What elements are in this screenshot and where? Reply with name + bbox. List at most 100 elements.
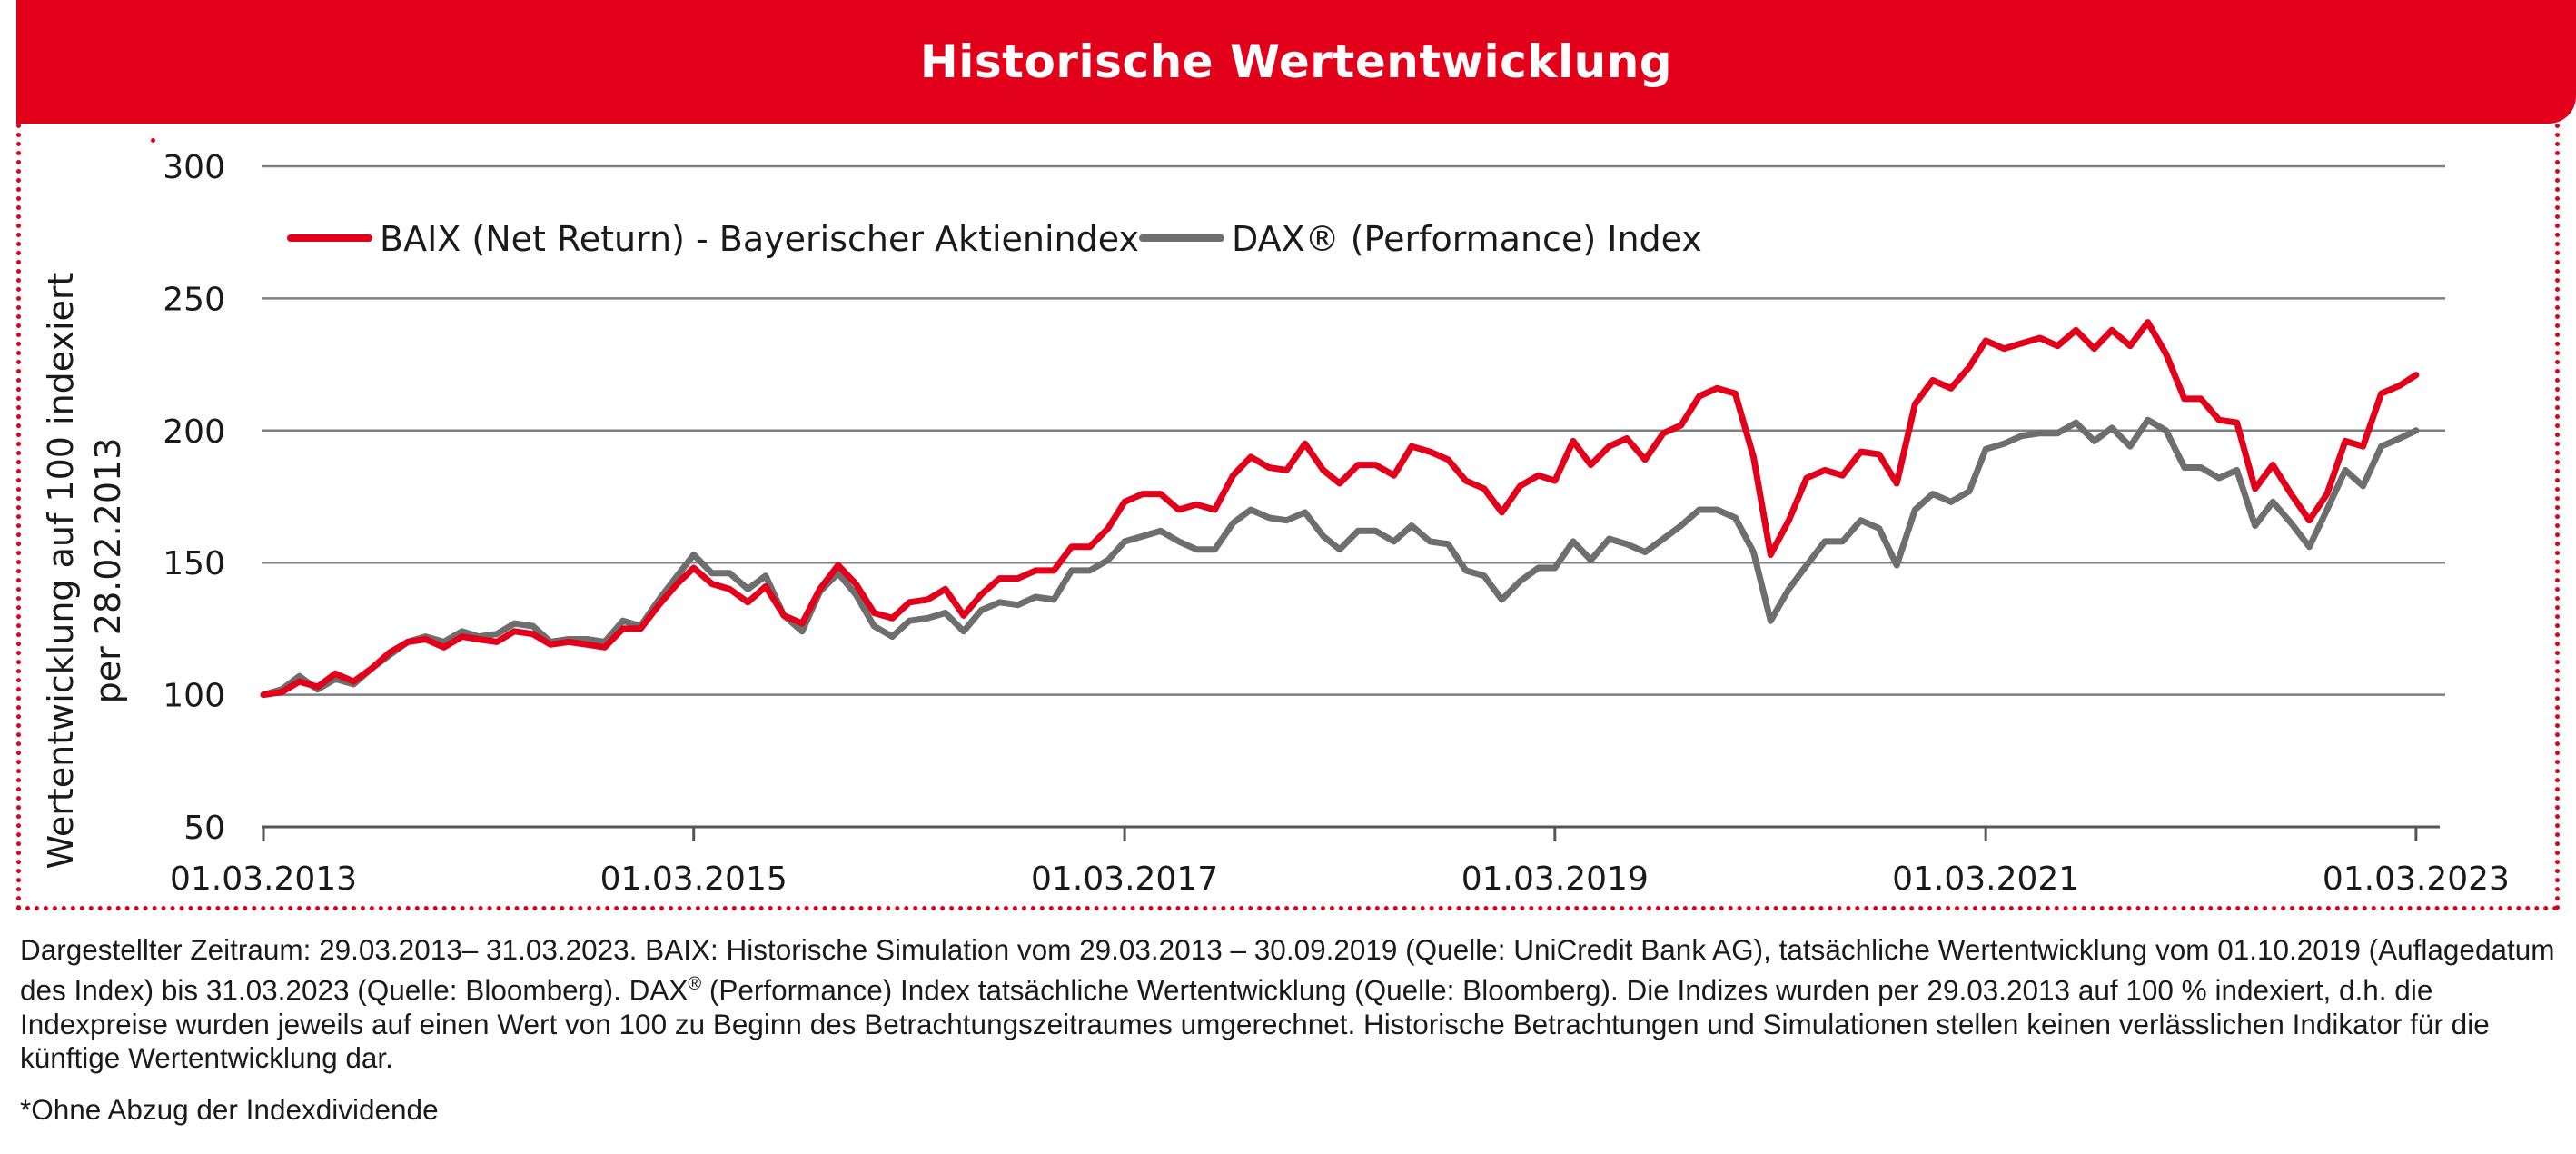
baix-point-2019-12-01	[1716, 387, 1718, 389]
baix-point-2015-07-01	[765, 585, 767, 587]
dax-point-2016-03-01	[908, 620, 910, 622]
baix-point-2013-08-01	[352, 681, 354, 682]
baix-point-2014-05-01	[513, 631, 515, 632]
baix-point-2023-03-01	[2415, 374, 2417, 376]
dax-point-2022-06-01	[2254, 525, 2256, 526]
baix-point-2017-01-01	[1089, 546, 1091, 548]
baix-point-2020-04-01	[1788, 520, 1789, 522]
baix-point-2021-11-01	[2129, 345, 2131, 347]
dax-point-2017-07-01	[1195, 549, 1197, 551]
dax-point-2019-09-01	[1662, 538, 1664, 540]
legend-label-dax: DAX® (Performance) Index	[1232, 219, 1702, 259]
dax-point-2020-08-01	[1860, 520, 1862, 522]
dax-point-2021-02-01	[1968, 491, 1970, 492]
baix-point-2021-07-01	[2056, 345, 2058, 347]
dax-point-2017-04-01	[1142, 535, 1144, 537]
dax-point-2017-02-01	[1107, 559, 1109, 561]
baix-point-2016-01-01	[873, 612, 875, 613]
baix-point-2019-08-01	[1644, 459, 1646, 461]
footnote: *Ohne Abzug der Indexdividende	[20, 1093, 439, 1126]
baix-point-2013-05-01	[299, 681, 301, 682]
baix-point-2016-12-01	[1071, 546, 1073, 548]
dax-point-2022-11-01	[2344, 469, 2346, 471]
y-axis-title-line-1: Wertentwicklung auf 100 indexiert	[41, 273, 81, 870]
dax-point-2018-03-01	[1339, 549, 1341, 551]
dax-point-2019-02-01	[1538, 567, 1540, 569]
dax-point-2016-06-01	[963, 631, 965, 632]
baix-point-2020-11-01	[1914, 403, 1916, 405]
baix-point-2015-02-01	[677, 583, 678, 584]
dax-point-2017-11-01	[1268, 517, 1270, 519]
baix-point-2023-01-01	[2381, 393, 2383, 394]
baix-point-2013-07-01	[334, 672, 336, 674]
dax-point-2017-08-01	[1214, 549, 1215, 551]
chart-header-banner: Historische Wertentwicklung	[16, 0, 2576, 124]
baix-point-2014-11-01	[622, 628, 624, 630]
dax-point-2020-09-01	[1878, 527, 1880, 529]
baix-point-2016-11-01	[1053, 570, 1055, 572]
baix-point-2013-06-01	[317, 686, 319, 688]
dax-point-2021-10-01	[2111, 427, 2113, 429]
baix-point-2017-06-01	[1178, 509, 1180, 511]
baix-point-2015-05-01	[728, 588, 730, 590]
dax-point-2020-05-01	[1806, 564, 1808, 566]
dax-point-2015-02-01	[677, 575, 678, 577]
baix-point-2019-02-01	[1538, 474, 1540, 476]
dax-point-2014-05-01	[513, 622, 515, 624]
baix-point-2016-09-01	[1017, 578, 1019, 580]
baix-point-2017-08-01	[1214, 509, 1215, 511]
dax-point-2020-01-01	[1734, 517, 1736, 519]
dax-point-2018-09-01	[1447, 543, 1449, 545]
dax-point-2017-05-01	[1160, 530, 1162, 532]
x-tick-label-2017-03-01: 01.03.2017	[1031, 861, 1218, 898]
baix-point-2017-09-01	[1233, 474, 1234, 476]
baix-point-2017-10-01	[1250, 456, 1252, 458]
dax-point-2018-05-01	[1375, 530, 1376, 532]
dax-point-2018-11-01	[1483, 575, 1485, 577]
baix-point-2016-06-01	[963, 614, 965, 616]
baix-point-2013-03-01	[263, 694, 264, 696]
baix-point-2019-06-01	[1609, 445, 1610, 447]
baix-point-2016-07-01	[980, 593, 982, 595]
disclaimer-text: Dargestellter Zeitraum: 29.03.2013– 31.0…	[20, 933, 2563, 1076]
baix-point-2020-05-01	[1806, 477, 1808, 479]
dax-point-2013-05-01	[299, 675, 301, 677]
dax-point-2014-02-01	[461, 631, 463, 632]
dax-point-2017-01-01	[1089, 570, 1091, 572]
dax-point-2015-05-01	[728, 572, 730, 574]
baix-point-2018-08-01	[1429, 451, 1431, 453]
x-tick-label-2013-03-01: 01.03.2013	[170, 861, 357, 898]
dax-point-2020-12-01	[1932, 493, 1934, 495]
baix-point-2018-11-01	[1483, 488, 1485, 490]
dax-point-2016-10-01	[1035, 596, 1036, 598]
baix-point-2019-03-01	[1554, 480, 1556, 482]
baix-point-2013-10-01	[389, 652, 391, 653]
baix-point-2022-11-01	[2344, 440, 2346, 442]
baix-point-2021-12-01	[2147, 322, 2149, 323]
x-tick-label-2021-03-01: 01.03.2021	[1892, 861, 2079, 898]
dax-point-2016-07-01	[980, 610, 982, 611]
baix-point-2017-12-01	[1286, 469, 1287, 471]
dax-point-2018-12-01	[1501, 599, 1502, 601]
baix-point-2022-04-01	[2218, 419, 2220, 421]
baix-point-2020-08-01	[1860, 451, 1862, 453]
baix-point-2021-04-01	[2003, 348, 2005, 350]
dax-point-2017-09-01	[1233, 522, 1234, 524]
baix-point-2017-02-01	[1107, 527, 1109, 529]
dax-point-2020-07-01	[1842, 541, 1843, 542]
baix-point-2013-12-01	[425, 639, 426, 640]
frame-corner-dot	[151, 138, 155, 143]
baix-point-2018-01-01	[1304, 443, 1306, 444]
y-tick-label-300: 300	[163, 149, 225, 186]
baix-point-2014-02-01	[461, 636, 463, 638]
dax-point-2019-10-01	[1680, 525, 1682, 526]
dax-point-2016-11-01	[1053, 599, 1055, 601]
baix-point-2016-05-01	[945, 588, 946, 590]
y-axis-title: Wertentwicklung auf 100 indexiert per 28…	[41, 273, 128, 870]
dax-point-2022-08-01	[2290, 522, 2292, 524]
y-tick-label-50: 50	[183, 810, 225, 847]
baix-point-2020-03-01	[1769, 554, 1771, 555]
x-axis: 50 100 150 200 250 300 01.03.2013 01.03.2015 01.…	[163, 149, 2510, 898]
dax-point-2021-04-01	[2003, 443, 2005, 444]
dax-point-2014-04-01	[496, 633, 498, 635]
